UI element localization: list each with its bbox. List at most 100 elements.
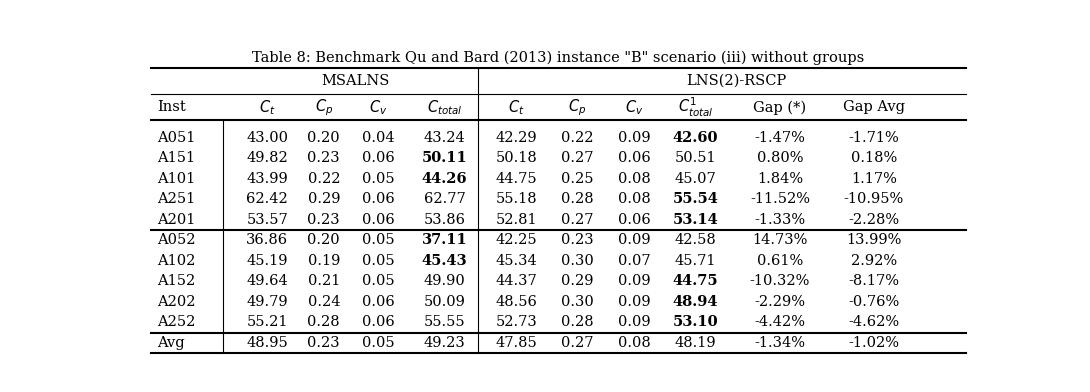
Text: -0.76%: -0.76% [848,295,899,309]
Text: 0.05: 0.05 [362,274,395,288]
Text: 0.06: 0.06 [362,151,395,165]
Text: $C_v$: $C_v$ [370,98,388,117]
Text: 0.05: 0.05 [362,254,395,268]
Text: A252: A252 [157,315,196,329]
Text: 0.06: 0.06 [618,213,651,227]
Text: -1.71%: -1.71% [848,131,899,145]
Text: 0.21: 0.21 [307,274,340,288]
Text: -1.34%: -1.34% [754,336,806,350]
Text: $C_t$: $C_t$ [259,98,276,117]
Text: 55.54: 55.54 [673,192,718,206]
Text: -8.17%: -8.17% [848,274,899,288]
Text: 55.21: 55.21 [246,315,288,329]
Text: A202: A202 [157,295,196,309]
Text: 36.86: 36.86 [246,233,288,247]
Text: 43.99: 43.99 [246,172,288,186]
Text: 0.23: 0.23 [307,336,340,350]
Text: 0.27: 0.27 [561,336,593,350]
Text: Avg: Avg [157,336,185,350]
Text: 44.75: 44.75 [673,274,718,288]
Text: 0.05: 0.05 [362,336,395,350]
Text: 45.43: 45.43 [422,254,468,268]
Text: -1.33%: -1.33% [754,213,806,227]
Text: 48.19: 48.19 [675,336,716,350]
Text: Inst: Inst [157,100,186,114]
Text: 0.22: 0.22 [561,131,593,145]
Text: 0.06: 0.06 [362,213,395,227]
Text: 50.51: 50.51 [675,151,716,165]
Text: 0.27: 0.27 [561,151,593,165]
Text: A201: A201 [157,213,196,227]
Text: 48.56: 48.56 [496,295,537,309]
Text: 0.27: 0.27 [561,213,593,227]
Text: 2.92%: 2.92% [850,254,897,268]
Text: $C_p$: $C_p$ [315,97,332,118]
Text: 14.73%: 14.73% [752,233,808,247]
Text: 0.05: 0.05 [362,233,395,247]
Text: 42.60: 42.60 [673,131,718,145]
Text: 49.90: 49.90 [424,274,465,288]
Text: LNS(2)-RSCP: LNS(2)-RSCP [686,74,786,88]
Text: 42.29: 42.29 [496,131,537,145]
Text: 0.09: 0.09 [618,295,651,309]
Text: 45.71: 45.71 [675,254,716,268]
Text: -4.62%: -4.62% [848,315,899,329]
Text: 0.29: 0.29 [561,274,593,288]
Text: $C_t$: $C_t$ [508,98,524,117]
Text: 55.55: 55.55 [424,315,465,329]
Text: MSALNS: MSALNS [322,74,390,88]
Text: 0.30: 0.30 [561,254,594,268]
Text: 0.29: 0.29 [307,192,340,206]
Text: 0.06: 0.06 [618,151,651,165]
Text: -2.28%: -2.28% [848,213,899,227]
Text: 0.04: 0.04 [362,131,395,145]
Text: 0.23: 0.23 [307,213,340,227]
Text: 52.81: 52.81 [496,213,537,227]
Text: 0.09: 0.09 [618,131,651,145]
Text: 53.10: 53.10 [673,315,718,329]
Text: $C_{total}$: $C_{total}$ [427,98,462,117]
Text: 62.77: 62.77 [424,192,465,206]
Text: 0.28: 0.28 [307,315,340,329]
Text: 1.17%: 1.17% [851,172,897,186]
Text: $C_v$: $C_v$ [626,98,644,117]
Text: 49.82: 49.82 [246,151,288,165]
Text: A052: A052 [157,233,196,247]
Text: -2.29%: -2.29% [754,295,806,309]
Text: -10.32%: -10.32% [750,274,810,288]
Text: $C_{total}^{1}$: $C_{total}^{1}$ [678,96,713,119]
Text: 53.86: 53.86 [424,213,465,227]
Text: 0.18%: 0.18% [850,151,897,165]
Text: 0.28: 0.28 [561,315,594,329]
Text: 1.84%: 1.84% [756,172,803,186]
Text: Gap Avg: Gap Avg [843,100,905,114]
Text: 43.24: 43.24 [424,131,465,145]
Text: 0.24: 0.24 [307,295,340,309]
Text: 0.09: 0.09 [618,274,651,288]
Text: 48.94: 48.94 [673,295,718,309]
Text: 0.06: 0.06 [362,192,395,206]
Text: Gap (*): Gap (*) [753,100,807,114]
Text: 49.23: 49.23 [424,336,465,350]
Text: 0.19: 0.19 [307,254,340,268]
Text: A152: A152 [157,274,195,288]
Text: $C_p$: $C_p$ [568,97,586,118]
Text: 48.95: 48.95 [246,336,288,350]
Text: 0.20: 0.20 [307,131,340,145]
Text: 0.08: 0.08 [618,336,651,350]
Text: 0.61%: 0.61% [756,254,803,268]
Text: -10.95%: -10.95% [844,192,904,206]
Text: A051: A051 [157,131,196,145]
Text: 49.64: 49.64 [246,274,288,288]
Text: 0.09: 0.09 [618,315,651,329]
Text: 0.25: 0.25 [561,172,593,186]
Text: 0.80%: 0.80% [756,151,803,165]
Text: 50.18: 50.18 [496,151,537,165]
Text: 44.26: 44.26 [422,172,468,186]
Text: 49.79: 49.79 [246,295,288,309]
Text: 53.14: 53.14 [673,213,718,227]
Text: 44.75: 44.75 [496,172,537,186]
Text: 0.07: 0.07 [618,254,651,268]
Text: 0.08: 0.08 [618,172,651,186]
Text: 50.09: 50.09 [424,295,465,309]
